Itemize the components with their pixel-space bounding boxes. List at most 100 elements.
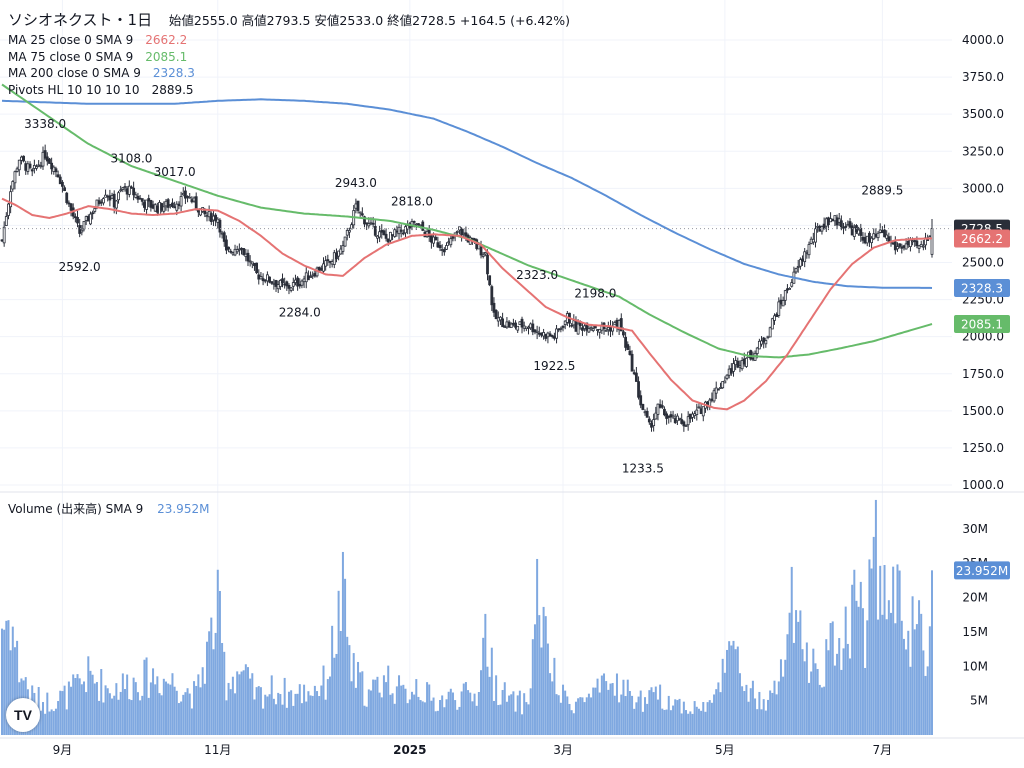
indicator-label: Pivots HL 10 10 10 10 [8, 82, 140, 97]
volume-bar [704, 711, 707, 735]
volume-bar [111, 698, 114, 735]
candle-body [896, 246, 899, 250]
candle-body [665, 413, 668, 419]
indicator-value: 2662.2 [145, 33, 188, 47]
candle-body [125, 188, 129, 195]
volume-bar [590, 697, 593, 735]
candle-body [501, 318, 505, 328]
candle-body [686, 416, 690, 426]
volume-bar [167, 683, 170, 735]
candle-body [846, 224, 850, 227]
candle-body [127, 185, 131, 195]
candle-body [304, 272, 308, 283]
volume-bar [477, 692, 480, 735]
candle-body [9, 191, 13, 208]
candle-body [460, 228, 464, 236]
volume-bar [70, 686, 73, 735]
indicator-pivots[interactable]: Pivots HL 10 10 10 10 2889.5 [8, 82, 570, 99]
volume-bar [128, 699, 131, 735]
symbol-title[interactable]: ソシオネクスト・1日 [8, 11, 153, 29]
candle-body [591, 328, 595, 332]
volume-legend[interactable]: Volume (出来高) SMA 9 23.952M [8, 500, 209, 517]
volume-bar [398, 675, 401, 735]
candle-body [868, 232, 871, 243]
volume-bar [823, 686, 826, 735]
candle-body [13, 171, 17, 184]
candle-body [380, 229, 384, 233]
candle-body [563, 320, 567, 325]
indicator-ma200[interactable]: MA 200 close 0 SMA 9 2328.3 [8, 65, 570, 82]
candle-body [496, 317, 500, 322]
candle-body [209, 213, 213, 222]
volume-bar [559, 702, 562, 735]
candle-body [11, 181, 15, 190]
volume-bar [542, 606, 545, 735]
volume-tick-label: 30M [962, 522, 988, 536]
volume-bar [333, 657, 336, 735]
candle-body [721, 381, 725, 389]
volume-bar [471, 701, 474, 735]
chart-legend: ソシオネクスト・1日 始値2555.0 高値2793.5 安値2533.0 終値… [8, 10, 570, 98]
volume-bar [229, 689, 232, 735]
candle-body [89, 213, 92, 225]
candle-body [626, 344, 630, 350]
volume-bar [292, 705, 295, 735]
candle-body [248, 260, 252, 263]
candle-body [52, 166, 56, 172]
volume-bar [816, 669, 819, 735]
indicator-value: 2889.5 [151, 82, 194, 97]
indicator-ma75[interactable]: MA 75 close 0 SMA 9 2085.1 [8, 49, 570, 66]
volume-bar [702, 702, 705, 735]
candle-body [783, 290, 787, 301]
volume-bar [423, 702, 426, 735]
volume-bar [380, 697, 383, 735]
candle-body [76, 217, 79, 224]
pivot-label: 2592.0 [59, 260, 101, 274]
candle-body [99, 201, 103, 204]
candle-body [775, 313, 779, 318]
candle-body [164, 200, 168, 207]
volume-bar [818, 684, 821, 735]
volume-bar [693, 701, 696, 735]
volume-bar [866, 620, 869, 735]
candle-body [386, 238, 390, 243]
candle-body [900, 246, 904, 249]
volume-bar [180, 701, 183, 735]
pivot-label: 2198.0 [574, 286, 616, 300]
volume-bar [749, 688, 752, 735]
volume-bars [1, 499, 933, 735]
candle-body [537, 332, 541, 335]
volume-bar [113, 695, 116, 735]
candle-body [464, 232, 468, 237]
tradingview-logo-icon[interactable]: TV [6, 698, 40, 732]
volume-bar [458, 706, 461, 735]
candle-body [647, 418, 651, 423]
indicator-ma25[interactable]: MA 25 close 0 SMA 9 2662.2 [8, 32, 570, 49]
candle-body [490, 286, 494, 306]
candle-body [175, 203, 179, 211]
candle-body [667, 415, 671, 418]
volume-bar [121, 673, 124, 735]
candle-body [356, 200, 360, 211]
low-value: 2533.0 [339, 13, 384, 28]
candle-body [173, 206, 177, 209]
candle-body [654, 412, 658, 420]
candle-body [559, 327, 563, 330]
candlesticks [0, 144, 934, 432]
volume-bar [557, 695, 560, 735]
candle-body [354, 203, 358, 209]
volume-bar [551, 681, 554, 735]
volume-bar [268, 694, 271, 735]
volume-bar [926, 666, 929, 735]
volume-bar [833, 665, 836, 735]
volume-bar [404, 688, 407, 735]
volume-bar [803, 661, 806, 735]
volume-bar [259, 687, 262, 735]
volume-bar [195, 685, 198, 735]
candle-body [822, 223, 826, 230]
candle-body [365, 222, 369, 225]
volume-bar [738, 673, 741, 735]
volume-bar [363, 705, 366, 735]
candle-body [214, 214, 218, 222]
